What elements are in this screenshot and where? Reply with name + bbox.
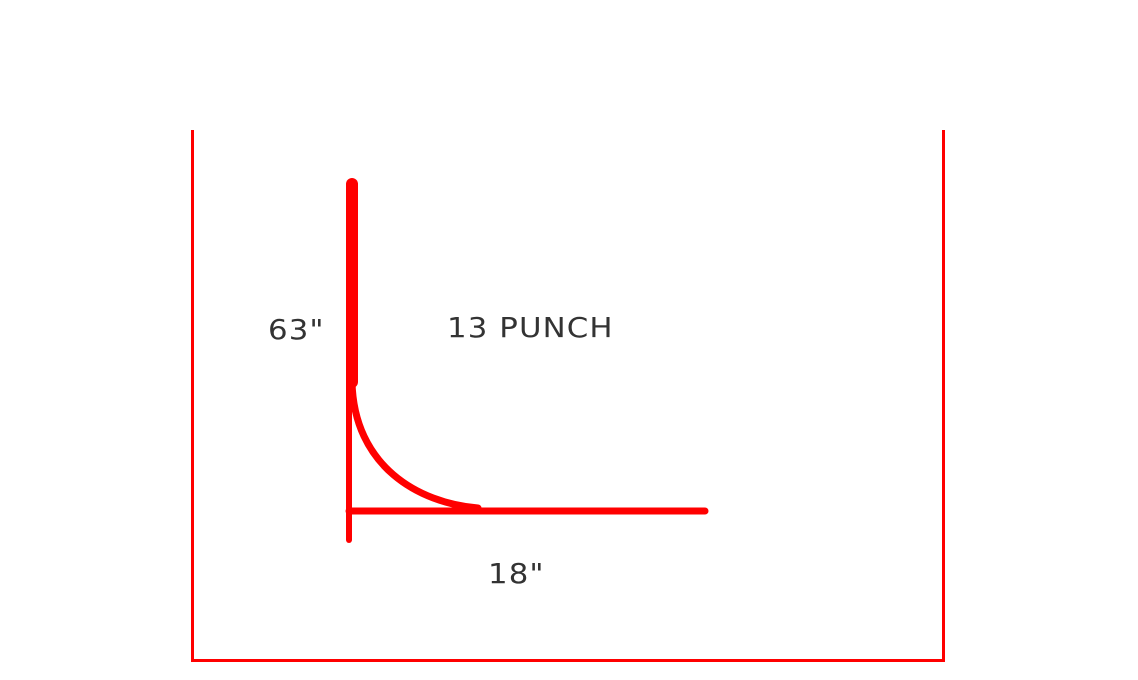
- punch-curve: [348, 378, 482, 512]
- horizontal-dimension-label: 18": [488, 557, 545, 590]
- punch-title: 13 PUNCH: [447, 311, 614, 344]
- diagram-frame: [191, 130, 945, 662]
- vertical-dimension-label: 63": [268, 313, 325, 346]
